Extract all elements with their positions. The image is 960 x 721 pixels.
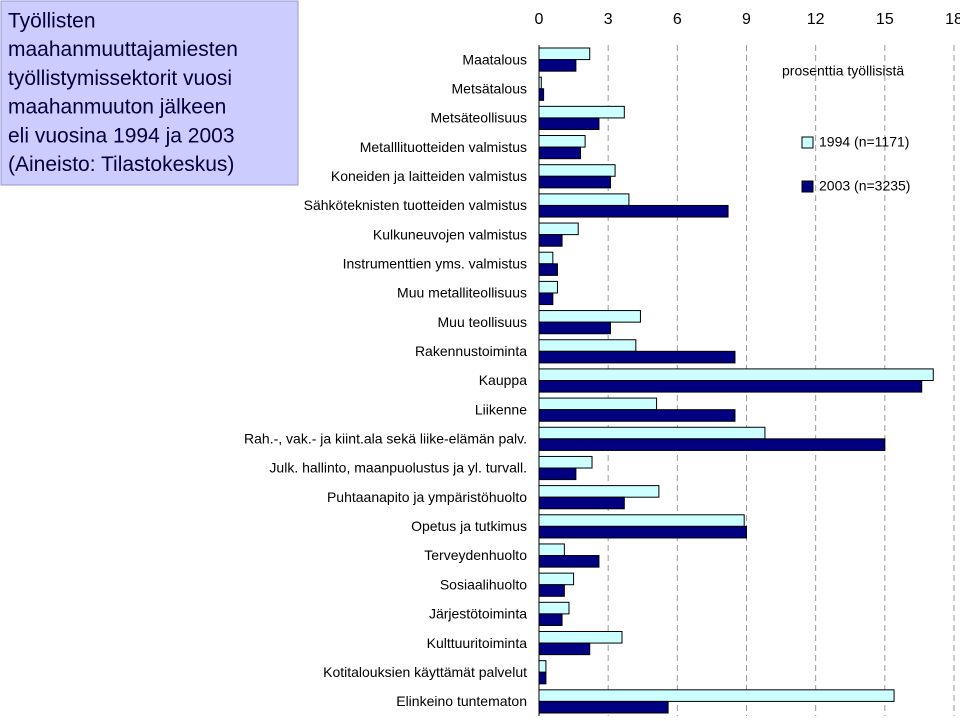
legend-label: 2003 (n=3235)	[819, 178, 910, 194]
bar	[538, 572, 575, 586]
bar	[538, 689, 895, 702]
bar	[538, 426, 766, 440]
bar	[538, 630, 623, 644]
title-box	[0, 0, 299, 186]
x-tick-label: 9	[742, 11, 751, 28]
bar	[538, 642, 591, 656]
y-tick-label: Terveydenhuolto	[424, 547, 527, 563]
y-tick-label: Maatalous	[462, 51, 527, 67]
y-tick-label: Muu teollisuus	[438, 314, 528, 330]
bar	[538, 88, 545, 101]
bar	[538, 350, 736, 364]
y-tick-label: Rakennustoiminta	[415, 343, 527, 359]
bar	[538, 496, 625, 510]
bar	[538, 380, 923, 393]
bar	[538, 76, 542, 90]
bar	[538, 280, 558, 294]
bar	[538, 514, 745, 527]
bar	[538, 59, 577, 72]
y-tick-label: Muu metalliteollisuus	[397, 285, 527, 301]
chart-title: maahanmuuttajamiesten	[8, 38, 238, 61]
chart-title: eli vuosina 1994 ja 2003	[8, 124, 235, 147]
x-tick-label: 15	[876, 11, 894, 28]
y-tick-label: Järjestötoiminta	[429, 606, 527, 622]
bar	[538, 117, 600, 131]
bar	[538, 292, 554, 306]
y-tick-label: Instrumenttien yms. valmistus	[343, 256, 527, 272]
legend-swatch	[801, 180, 814, 193]
legend-swatch	[801, 136, 814, 149]
bar	[538, 193, 630, 206]
bar	[538, 397, 658, 411]
x-tick-label: 18	[945, 11, 960, 28]
bar	[538, 700, 669, 714]
bar	[538, 438, 886, 451]
bar	[538, 251, 554, 265]
bar	[538, 175, 611, 189]
bar	[538, 135, 586, 148]
y-tick-label: Puhtaanapito ja ympäristöhuolto	[327, 489, 527, 505]
bar	[538, 105, 625, 119]
bar	[538, 164, 616, 177]
bar	[538, 601, 570, 615]
bar	[538, 368, 934, 382]
chart-title: Työllisten	[8, 10, 96, 33]
bar	[538, 234, 563, 247]
bar	[538, 409, 736, 422]
y-tick-label: Metsäteollisuus	[431, 110, 528, 126]
y-tick-label: Sosiaalihuolto	[440, 576, 527, 592]
y-tick-label: Kauppa	[479, 372, 527, 388]
y-tick-label: Metsätalous	[452, 80, 527, 96]
bar	[538, 222, 579, 236]
chart-title: työllistymissektorit vuosi	[8, 67, 232, 90]
bar	[538, 525, 747, 539]
bar	[538, 485, 660, 498]
chart-title: (Aineisto: Tilastokeskus)	[8, 153, 234, 176]
bar	[538, 339, 637, 352]
legend-label: 1994 (n=1171)	[819, 134, 909, 150]
y-tick-label: Sähköteknisten tuotteiden valmistus	[304, 197, 527, 213]
y-tick-label: Kulttuuritoiminta	[427, 635, 528, 651]
chart-title: maahanmuuton jälkeen	[8, 96, 226, 119]
y-tick-label: Metalllituotteiden valmistus	[360, 139, 527, 155]
bar	[538, 660, 547, 673]
bar	[538, 555, 600, 568]
x-tick-label: 3	[604, 11, 613, 28]
annotation: prosenttia työllisistä	[782, 63, 904, 79]
y-tick-label: Liikenne	[475, 401, 527, 417]
x-tick-label: 12	[807, 11, 825, 28]
y-tick-label: Kotitalouksien käyttämät palvelut	[323, 664, 527, 680]
y-tick-label: Elinkeino tuntematon	[396, 693, 527, 709]
y-tick-label: Opetus ja tutkimus	[411, 518, 527, 534]
bar	[538, 146, 581, 160]
x-tick-label: 6	[673, 11, 682, 28]
y-tick-label: Julk. hallinto, maanpuolustus ja yl. tur…	[269, 460, 527, 476]
bar	[538, 455, 593, 469]
bar	[538, 671, 547, 685]
bar	[538, 321, 611, 335]
y-tick-label: Kulkuneuvojen valmistus	[373, 226, 527, 242]
bar	[538, 204, 729, 218]
bar	[538, 47, 591, 61]
x-tick-label: 0	[535, 11, 544, 28]
bar	[538, 467, 577, 481]
bar	[538, 613, 563, 626]
y-tick-label: Koneiden ja laitteiden valmistus	[331, 168, 527, 184]
bar	[538, 310, 641, 323]
bar	[538, 584, 565, 597]
y-tick-label: Rah.-, vak.- ja kiint.ala sekä liike-elä…	[244, 431, 527, 447]
bar	[538, 543, 565, 557]
bar	[538, 263, 558, 276]
